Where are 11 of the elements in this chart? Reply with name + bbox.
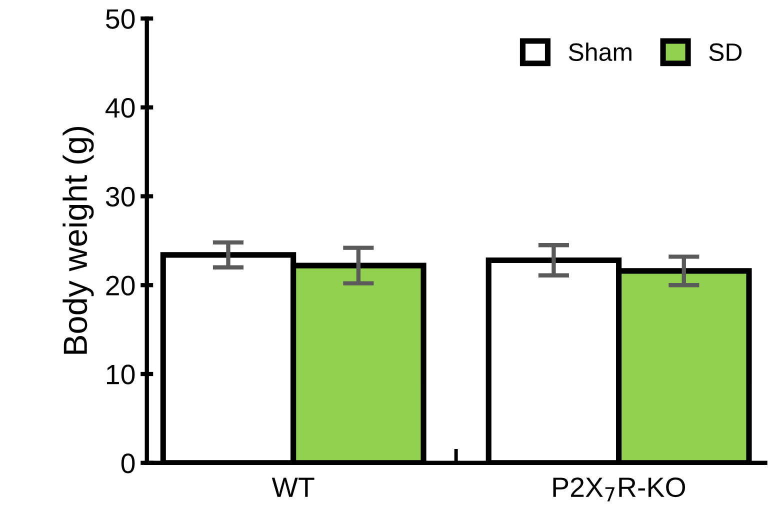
- y-tick-label: 50: [106, 9, 135, 29]
- legend-label: SD: [709, 43, 742, 62]
- legend-label: Sham: [568, 42, 632, 62]
- x-tick-label: P2X$_{7}$R-KO: [553, 477, 686, 502]
- x-tick-label: WT: [272, 478, 314, 497]
- y-tick-label: 0: [121, 454, 135, 474]
- y-tick-label: 20: [106, 276, 135, 296]
- y-tick-label: 10: [106, 364, 135, 384]
- y-tick-label: 30: [106, 186, 135, 207]
- y-axis-title: Body weight (g): [62, 126, 94, 354]
- y-tick-label: 40: [106, 98, 135, 118]
